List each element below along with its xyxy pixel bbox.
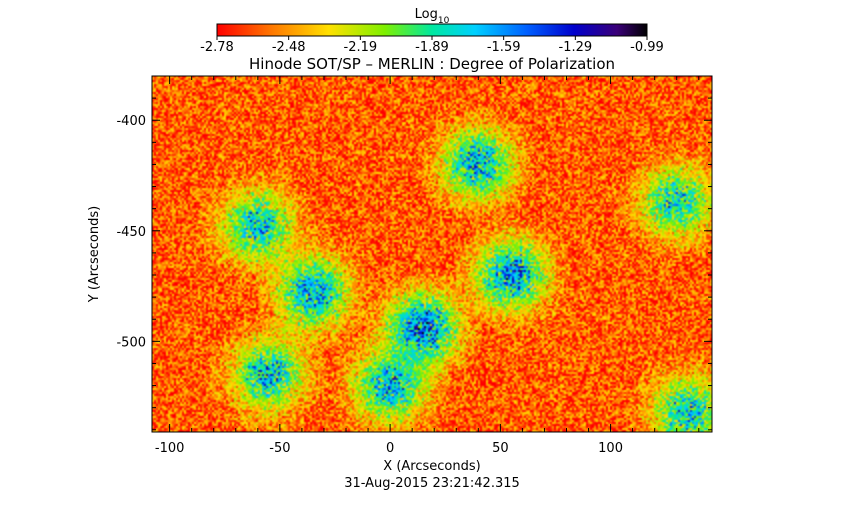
x-tick-label: 100 (598, 441, 623, 456)
colorbar-tick-label: -1.29 (559, 40, 593, 55)
colorbar-tick-label: -2.19 (344, 40, 378, 55)
colorbar-tick-label: -0.99 (630, 40, 664, 55)
colorbar-gradient (216, 23, 648, 37)
x-tick-label: 0 (386, 441, 394, 456)
y-tick-label: -400 (116, 114, 146, 129)
x-tick-label: 50 (492, 441, 509, 456)
colorbar-title: Log10 (415, 7, 450, 26)
x-tick-label: -50 (269, 441, 290, 456)
y-axis-label: Y (Arcseconds) (87, 206, 102, 303)
plot-area: -100 -50 0 50 100 -400-450-500 (116, 75, 713, 456)
colorbar-tick-label: -1.59 (487, 40, 521, 55)
y-tick-label: -450 (116, 225, 146, 240)
chart-title: Hinode SOT/SP – MERLIN : Degree of Polar… (249, 55, 615, 73)
colorbar-tick-label: -1.89 (415, 40, 449, 55)
x-tick-label: -100 (155, 441, 185, 456)
timestamp: 31-Aug-2015 23:21:42.315 (344, 476, 520, 491)
y-tick-label: -500 (116, 335, 146, 350)
plot-frame (151, 75, 713, 433)
polarization-map (152, 76, 712, 432)
colorbar-tick-label: -2.48 (272, 40, 306, 55)
colorbar-tick-label: -2.78 (200, 40, 234, 55)
x-axis-label: X (Arcseconds) (383, 459, 480, 474)
colorbar: Log10 -2.78 -2.48 -2.19 -1.89 -1.59 -1.29 -0.9… (200, 7, 664, 55)
